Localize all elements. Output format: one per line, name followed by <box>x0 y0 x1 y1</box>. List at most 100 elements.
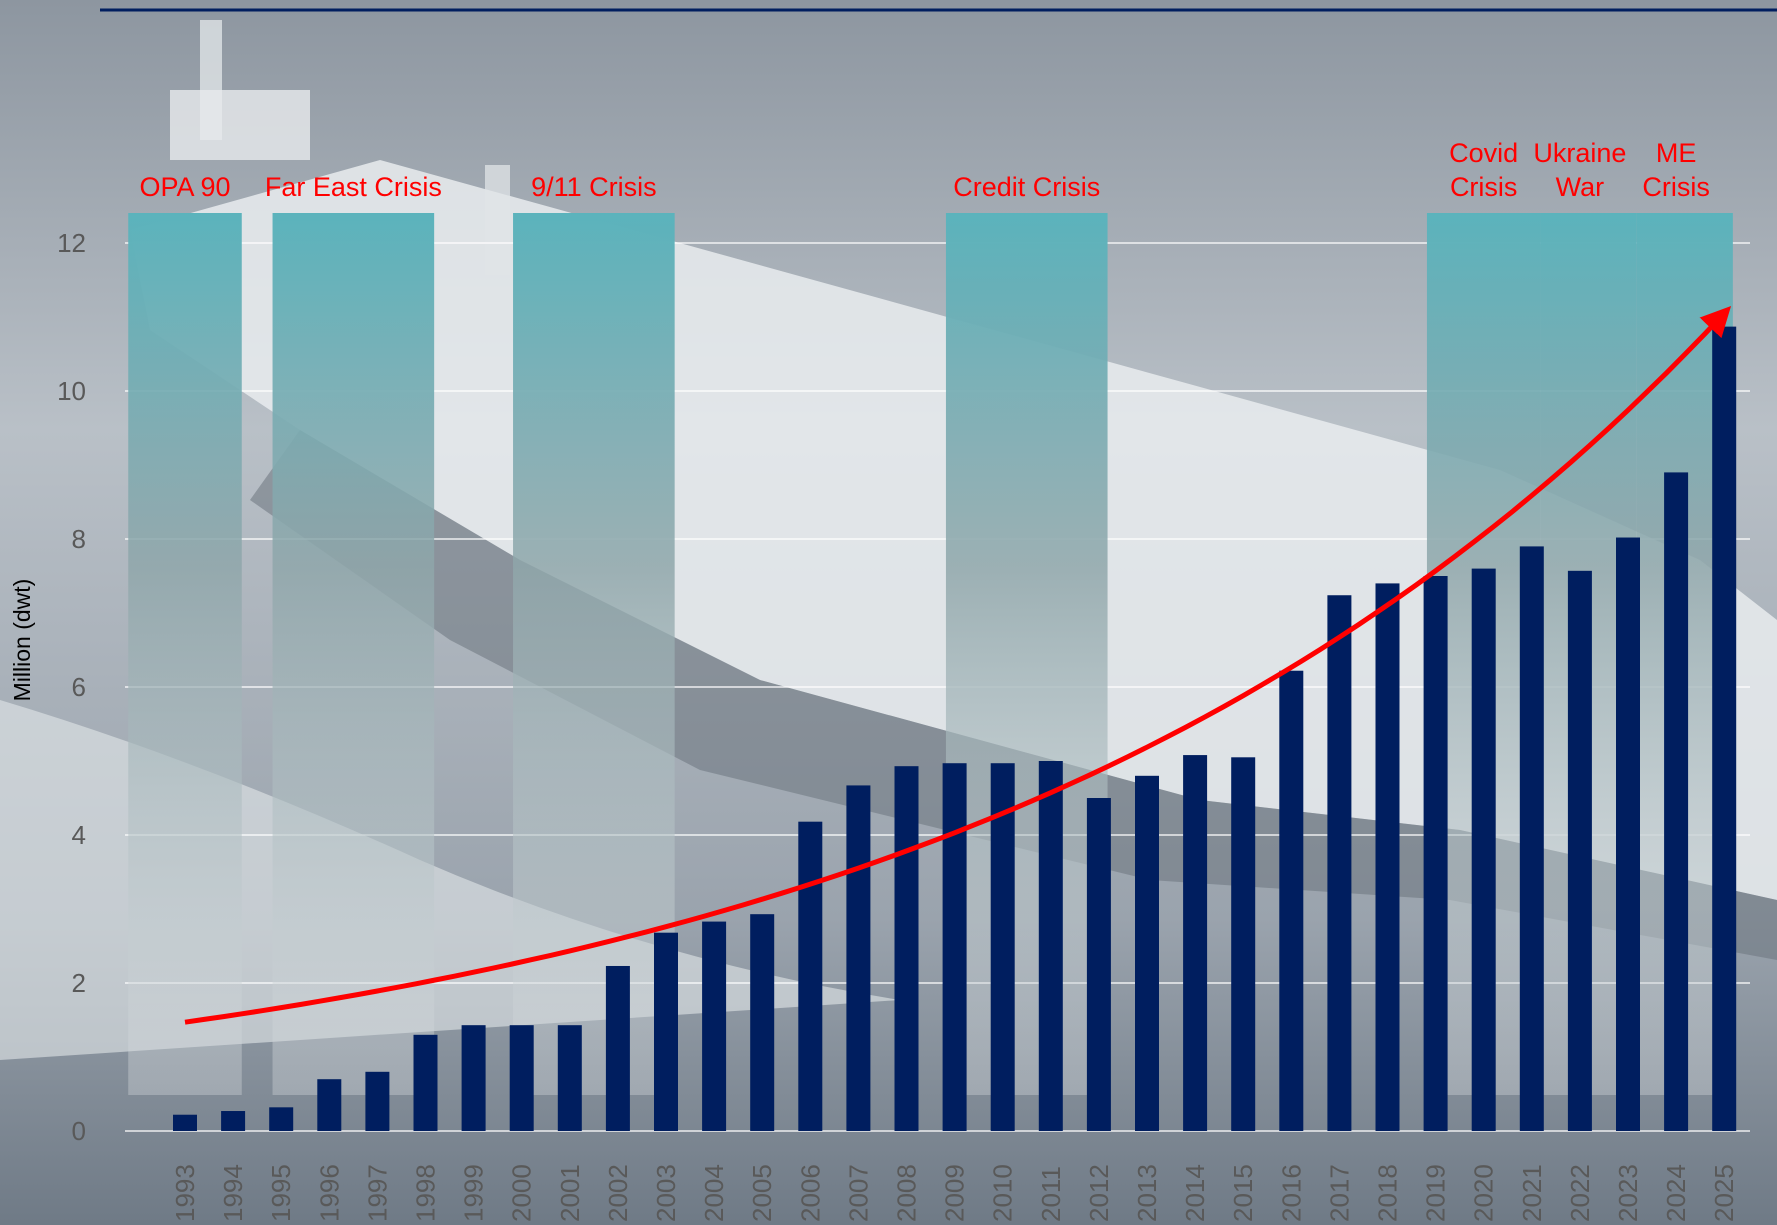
bar-2022 <box>1567 570 1592 1131</box>
y-axis-label: Million (dwt) <box>9 579 35 702</box>
crisis-label-line: Ukraine <box>1533 138 1626 168</box>
bar-2002 <box>605 965 630 1131</box>
x-tick-label: 2001 <box>555 1164 585 1222</box>
crisis-band <box>272 213 435 1095</box>
bar-1997 <box>365 1071 390 1131</box>
x-tick-label: 2020 <box>1469 1164 1499 1222</box>
bar-2012 <box>1086 798 1111 1131</box>
y-tick-label: 8 <box>72 524 86 554</box>
bars <box>173 326 1737 1131</box>
y-tick-label: 10 <box>57 376 86 406</box>
bar-1995 <box>269 1107 294 1131</box>
crisis-label-line: Far East Crisis <box>265 172 442 202</box>
bar-2024 <box>1664 472 1689 1131</box>
bar-2017 <box>1327 595 1352 1131</box>
x-tick-label: 1993 <box>170 1164 200 1222</box>
x-tick-label: 2011 <box>1036 1166 1066 1222</box>
x-tick-label: 2017 <box>1324 1164 1354 1222</box>
crisis-label-line: OPA 90 <box>139 172 230 202</box>
bar-2008 <box>894 766 919 1131</box>
bar-1993 <box>173 1114 197 1131</box>
x-tick-label: 2016 <box>1276 1164 1306 1222</box>
x-tick-label: 1994 <box>218 1164 248 1222</box>
x-tick-label: 2019 <box>1421 1164 1451 1222</box>
bar-2009 <box>942 763 967 1131</box>
crisis-label-line: War <box>1556 172 1605 202</box>
x-tick-label: 2000 <box>507 1164 537 1222</box>
trend-line-group <box>184 306 1732 1025</box>
crisis-label-line: Credit Crisis <box>953 172 1100 202</box>
bar-1998 <box>413 1034 438 1131</box>
x-tick-label: 2013 <box>1132 1164 1162 1222</box>
bar-2018 <box>1375 583 1400 1131</box>
x-tick-label: 2006 <box>795 1164 825 1222</box>
x-tick-label: 2005 <box>747 1164 777 1222</box>
x-tick-label: 2004 <box>699 1164 729 1222</box>
crisis-band <box>128 213 242 1095</box>
x-tick-label: 1995 <box>266 1164 296 1222</box>
bar-2000 <box>509 1025 534 1131</box>
crisis-label: Credit Crisis <box>953 172 1100 202</box>
bar-2007 <box>846 785 871 1131</box>
x-tick-label: 2015 <box>1228 1164 1258 1222</box>
bar-2019 <box>1423 576 1448 1131</box>
bar-2013 <box>1135 775 1159 1131</box>
bar-1996 <box>317 1079 342 1131</box>
bar-2015 <box>1231 757 1256 1131</box>
crisis-label: Far East Crisis <box>265 172 442 202</box>
bar-2003 <box>654 932 678 1131</box>
bar-2001 <box>557 1025 582 1131</box>
bar-2011 <box>1038 761 1063 1131</box>
crisis-band <box>513 213 675 1095</box>
x-tick-label: 2009 <box>940 1164 970 1222</box>
x-tick-label: 1996 <box>314 1164 344 1222</box>
crisis-label-line: Covid <box>1449 138 1518 168</box>
x-tick-label: 2014 <box>1180 1164 1210 1222</box>
x-tick-label: 2012 <box>1084 1164 1114 1222</box>
x-tick-label: 1998 <box>411 1164 441 1222</box>
trend-line <box>184 306 1732 1025</box>
x-axis-ticks: 1993 1994 1995 1996 1997 1998 1999 2000 2001 2002… <box>170 1164 1739 1222</box>
crisis-label: Covid Crisis <box>1449 138 1518 202</box>
crisis-labels: OPA 90 Far East Crisis 9/11 Crisis Credit C… <box>139 138 1709 202</box>
x-tick-label: 2025 <box>1709 1164 1739 1222</box>
bar-2020 <box>1471 568 1496 1131</box>
x-tick-label: 2003 <box>651 1164 681 1222</box>
bar-2025 <box>1712 326 1737 1131</box>
y-tick-label: 12 <box>57 228 86 258</box>
x-tick-label: 2023 <box>1613 1164 1643 1222</box>
crisis-label: OPA 90 <box>139 172 230 202</box>
crisis-band <box>945 213 1108 1095</box>
x-tick-label: 2022 <box>1565 1164 1595 1222</box>
bar-2006 <box>798 821 823 1131</box>
y-axis-ticks: 0 2 4 6 8 10 12 <box>57 228 86 1146</box>
x-tick-label: 2024 <box>1661 1164 1691 1222</box>
crisis-label-line: Crisis <box>1642 172 1710 202</box>
x-tick-label: 2008 <box>892 1164 922 1222</box>
crisis-label-line: Crisis <box>1450 172 1518 202</box>
crisis-label: Ukraine War <box>1533 138 1626 202</box>
y-tick-label: 6 <box>72 672 86 702</box>
x-tick-label: 2007 <box>843 1164 873 1222</box>
crisis-label-line: 9/11 Crisis <box>531 172 657 202</box>
y-tick-label: 0 <box>72 1116 86 1146</box>
bar-2023 <box>1616 537 1640 1131</box>
bar-2021 <box>1519 546 1544 1131</box>
bar-2014 <box>1183 755 1208 1131</box>
crisis-label: ME Crisis <box>1642 138 1710 202</box>
x-tick-label: 1999 <box>459 1164 489 1222</box>
bar-2016 <box>1279 670 1304 1131</box>
bar-2005 <box>750 914 775 1131</box>
y-tick-label: 4 <box>72 820 86 850</box>
x-tick-label: 1997 <box>362 1164 392 1222</box>
crisis-label: 9/11 Crisis <box>531 172 657 202</box>
bar-2010 <box>990 763 1015 1131</box>
crisis-label-line: ME <box>1656 138 1697 168</box>
x-tick-label: 2021 <box>1517 1164 1547 1222</box>
x-tick-label: 2002 <box>603 1164 633 1222</box>
x-tick-label: 2018 <box>1373 1164 1403 1222</box>
x-tick-label: 2010 <box>988 1164 1018 1222</box>
bar-1994 <box>221 1111 246 1131</box>
